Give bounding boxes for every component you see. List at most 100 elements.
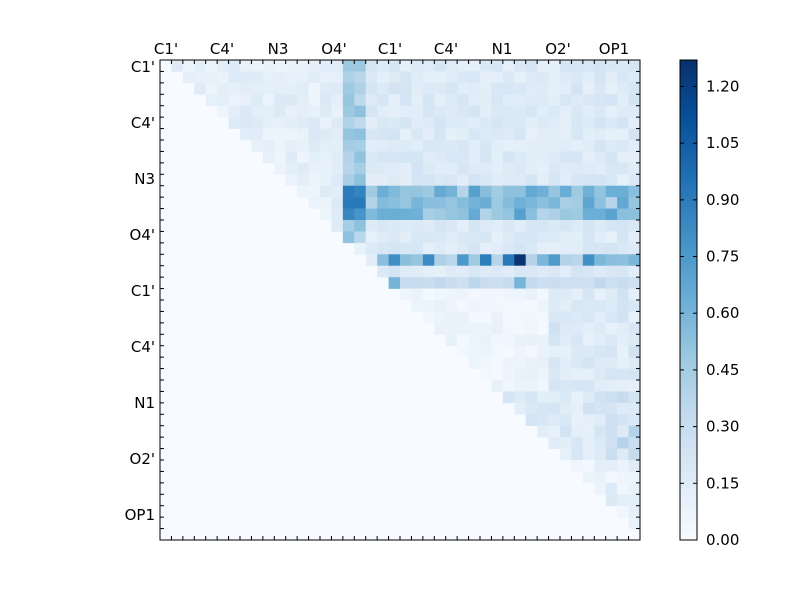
heatmap-cell [628,60,641,72]
heatmap-cell [331,185,344,198]
heatmap-cell [560,277,572,289]
heatmap-cell [422,71,435,84]
heatmap-cell [491,128,504,141]
heatmap-cell [560,437,572,449]
heatmap-cell [605,208,618,221]
heatmap-cell [320,208,332,221]
heatmap-cell [251,82,264,95]
heatmap-cell [628,174,641,187]
heatmap-cell [514,162,527,175]
heatmap-cell [571,242,584,255]
heatmap-cell [491,380,504,392]
heatmap-cell [342,220,355,232]
heatmap-cell [457,220,469,232]
heatmap-cell [582,208,595,221]
heatmap-cell [582,460,595,472]
heatmap-cell [537,254,549,267]
heatmap-cell [251,105,264,118]
heatmap-cell [502,140,515,152]
heatmap-cell [480,105,492,118]
heatmap-cell [571,322,584,335]
heatmap-cell [605,357,618,369]
heatmap-cell [262,128,275,141]
heatmap-cell [548,208,561,221]
heatmap-cell [548,242,561,255]
heatmap-cell [491,288,504,301]
heatmap-cell [548,311,561,324]
heatmap-cell [537,208,549,221]
heatmap-cell [365,242,378,255]
heatmap-cell [605,322,618,335]
heatmap-cell [285,105,298,118]
heatmap-cell [548,265,561,278]
heatmap-cell [468,94,481,107]
heatmap-cell [571,151,584,164]
heatmap-cell [537,117,549,129]
heatmap-cell [377,242,389,255]
heatmap-cell [411,117,424,129]
heatmap-cell [331,140,344,152]
heatmap-cell [388,197,401,209]
heatmap-cell [628,345,641,358]
heatmap-cell [571,368,584,381]
heatmap-cell [548,391,561,404]
heatmap-cell [548,82,561,95]
heatmap-cell [468,277,481,289]
heatmap-cell [194,82,207,95]
heatmap-cell [617,94,629,107]
heatmap-cell [365,208,378,221]
heatmap-cell [582,311,595,324]
heatmap-cell [560,322,572,335]
heatmap-cell [422,60,435,72]
heatmap-cell [400,162,412,175]
heatmap-cell [354,162,367,175]
heatmap-cell [617,391,629,404]
heatmap-cell [457,82,469,95]
heatmap-cell [617,105,629,118]
heatmap-cell [514,345,527,358]
heatmap-cell [434,254,447,267]
heatmap-cell [594,208,607,221]
heatmap-cell [502,197,515,209]
heatmap-cell [468,254,481,267]
heatmap-cell [548,300,561,312]
heatmap-cell [582,94,595,107]
heatmap-cell [548,185,561,198]
heatmap-cell [251,128,264,141]
heatmap-cell [525,288,538,301]
heatmap-cell [480,174,492,187]
heatmap-cell [445,71,458,84]
heatmap-cell [548,425,561,438]
heatmap-cell [594,448,607,461]
heatmap-cell [445,277,458,289]
heatmap-cell [308,117,321,129]
heatmap-cell [525,128,538,141]
heatmap-cell [594,334,607,347]
heatmap-cell [468,300,481,312]
heatmap-cell [502,242,515,255]
heatmap-cell [617,277,629,289]
heatmap-cell [617,231,629,244]
heatmap-cell [571,208,584,221]
heatmap-cell [445,208,458,221]
heatmap-cell [594,277,607,289]
heatmap-cell [400,82,412,95]
heatmap-cell [411,105,424,118]
heatmap-cell [571,414,584,427]
heatmap-cell [400,208,412,221]
heatmap-cell [274,94,287,107]
heatmap-cell [605,162,618,175]
heatmap-cell [400,185,412,198]
heatmap-cell [502,151,515,164]
heatmap-cell [560,140,572,152]
heatmap-cell [548,231,561,244]
heatmap-cell [308,82,321,95]
heatmap-cell [411,277,424,289]
heatmap-cell [354,185,367,198]
heatmap-cell [491,208,504,221]
heatmap-cell [400,231,412,244]
heatmap-cell [422,300,435,312]
heatmap-cell [537,357,549,369]
y-tick-label: N3 [134,170,155,188]
heatmap-cell [400,117,412,129]
